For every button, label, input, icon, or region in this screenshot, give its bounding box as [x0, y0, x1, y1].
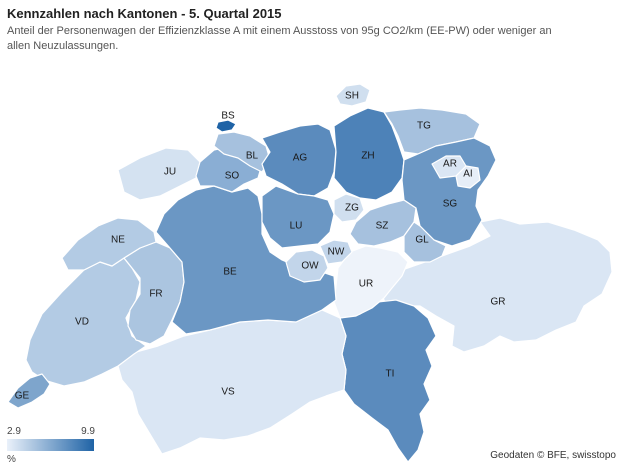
canton-label-bs: BS [221, 111, 235, 122]
canton-label-ge: GE [15, 391, 30, 402]
canton-label-zh: ZH [361, 151, 374, 162]
canton-label-sg: SG [443, 199, 458, 210]
canton-label-sh: SH [345, 91, 359, 102]
map-subtitle: Anteil der Personenwagen der Effizienzkl… [7, 25, 552, 52]
chart-header: Kennzahlen nach Kantonen - 5. Quartal 20… [7, 6, 617, 54]
canton-ti[interactable] [339, 299, 437, 463]
canton-ai[interactable] [455, 165, 481, 189]
canton-ow[interactable] [285, 249, 329, 283]
legend-unit: % [7, 454, 16, 465]
canton-label-ur: UR [359, 279, 373, 290]
canton-label-sz: SZ [376, 221, 389, 232]
canton-label-ow: OW [301, 261, 319, 272]
canton-label-lu: LU [290, 221, 303, 232]
map-title: Kennzahlen nach Kantonen - 5. Quartal 20… [7, 6, 282, 21]
legend-max: 9.9 [81, 426, 95, 437]
canton-label-so: SO [225, 171, 240, 182]
canton-sg[interactable] [401, 137, 497, 247]
geodata-credit: Geodaten © BFE, swisstopo [490, 450, 616, 461]
legend-min: 2.9 [7, 426, 21, 437]
canton-lu[interactable] [261, 185, 335, 249]
canton-label-bl: BL [246, 151, 259, 162]
canton-ge[interactable] [7, 373, 51, 409]
canton-label-fr: FR [149, 289, 162, 300]
canton-sh[interactable] [335, 83, 371, 107]
canton-zg[interactable] [333, 193, 365, 223]
canton-gr[interactable] [369, 217, 613, 353]
canton-label-ar: AR [443, 159, 457, 170]
canton-label-ti: TI [386, 369, 395, 380]
canton-label-nw: NW [328, 247, 345, 258]
canton-label-ag: AG [293, 153, 308, 164]
canton-label-ne: NE [111, 235, 125, 246]
canton-gl[interactable] [403, 221, 447, 263]
canton-label-vd: VD [75, 317, 89, 328]
canton-label-gr: GR [491, 297, 506, 308]
legend-gradient-bar [7, 439, 94, 451]
canton-label-ju: JU [164, 167, 176, 178]
canton-ur[interactable] [333, 245, 409, 319]
canton-label-tg: TG [417, 121, 431, 132]
canton-bs[interactable] [215, 119, 237, 133]
canton-fr[interactable] [123, 241, 185, 345]
canton-ju[interactable] [117, 147, 201, 201]
canton-label-gl: GL [415, 235, 429, 246]
canton-ne[interactable] [61, 217, 157, 271]
canton-label-zg: ZG [345, 203, 359, 214]
canton-ag[interactable] [261, 123, 337, 197]
canton-nw[interactable] [319, 239, 353, 265]
canton-label-vs: VS [221, 387, 235, 398]
canton-bl[interactable] [213, 131, 271, 173]
color-legend: 2.9 9.9 % [7, 426, 95, 466]
canton-label-be: BE [223, 267, 237, 278]
canton-label-ai: AI [463, 169, 472, 180]
